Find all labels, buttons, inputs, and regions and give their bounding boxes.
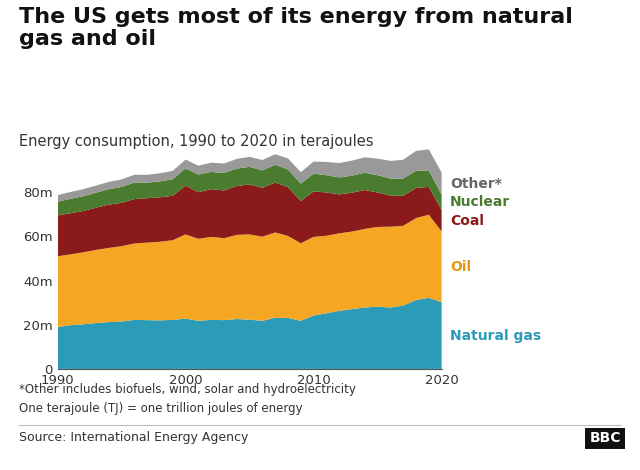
Text: Other*: Other* bbox=[450, 177, 502, 191]
Text: The US gets most of its energy from natural
gas and oil: The US gets most of its energy from natu… bbox=[19, 7, 573, 49]
Text: BBC: BBC bbox=[589, 431, 621, 446]
Text: Energy consumption, 1990 to 2020 in terajoules: Energy consumption, 1990 to 2020 in tera… bbox=[19, 134, 374, 149]
Text: Source: International Energy Agency: Source: International Energy Agency bbox=[19, 431, 248, 445]
Text: Coal: Coal bbox=[450, 214, 484, 228]
Text: One terajoule (TJ) = one trillion joules of energy: One terajoule (TJ) = one trillion joules… bbox=[19, 402, 303, 415]
Text: Oil: Oil bbox=[450, 260, 471, 274]
Text: Natural gas: Natural gas bbox=[450, 329, 541, 343]
Text: *Other includes biofuels, wind, solar and hydroelectricity: *Other includes biofuels, wind, solar an… bbox=[19, 383, 356, 396]
Text: Nuclear: Nuclear bbox=[450, 196, 510, 210]
